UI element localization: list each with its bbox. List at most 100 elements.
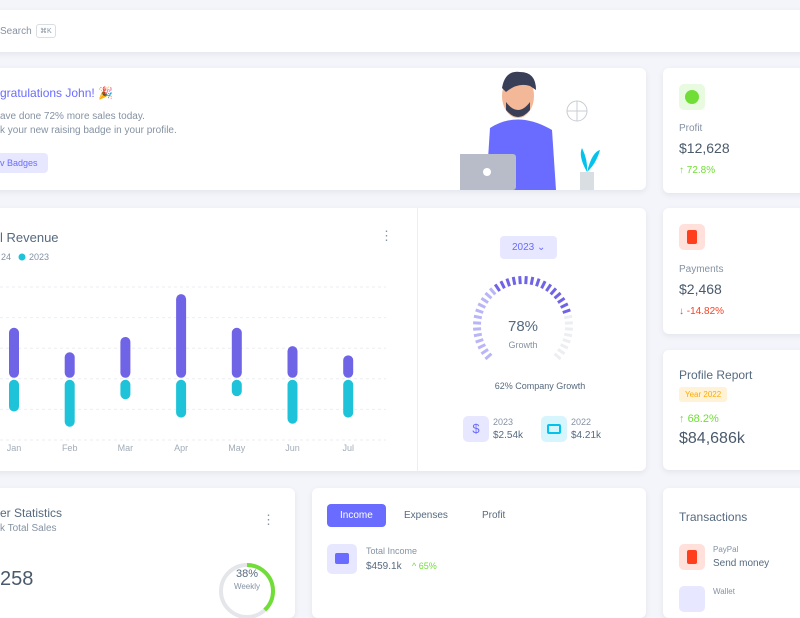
paypal-icon bbox=[679, 224, 705, 250]
transaction-note: Send money bbox=[713, 558, 770, 569]
gauge-segment bbox=[518, 276, 522, 285]
bar bbox=[176, 379, 187, 418]
view-badges-button[interactable]: v Badges bbox=[0, 153, 48, 173]
stat-amount: $4.21k bbox=[571, 430, 602, 441]
dashboard: Search ⌘K gratulations John! 🎉 ave done … bbox=[0, 10, 800, 618]
item-change: ^ 65% bbox=[412, 561, 437, 571]
year-dropdown[interactable]: 2023 ⌄ bbox=[500, 236, 558, 259]
gauge-segment bbox=[477, 343, 486, 350]
menu-button[interactable]: ⋮ bbox=[262, 512, 275, 527]
gauge-fill bbox=[473, 276, 571, 361]
item-amount: $459.1k bbox=[366, 561, 402, 572]
transactions-card: Transactions PayPal Send money Wallet bbox=[663, 488, 800, 618]
gauge-segment bbox=[535, 278, 541, 287]
statistics-card: er Statistics k Total Sales ⋮ 258 38% Wee… bbox=[0, 488, 295, 618]
wallet-icon bbox=[327, 544, 357, 574]
stat-amount: $2.54k bbox=[493, 430, 524, 441]
gauge-segment bbox=[484, 352, 493, 361]
gauge-segment bbox=[499, 280, 506, 289]
gauge-segment bbox=[560, 343, 569, 350]
stat-year: 2023 bbox=[493, 417, 514, 427]
gauge-segment bbox=[557, 348, 566, 356]
search-placeholder[interactable]: Search bbox=[0, 26, 32, 37]
bar bbox=[343, 379, 354, 418]
weekly-donut: 38% Weekly bbox=[219, 563, 275, 618]
gauge-segment bbox=[475, 308, 484, 314]
dollar-icon: $ bbox=[463, 416, 489, 442]
item-change-value: 65% bbox=[418, 561, 437, 571]
tab[interactable]: Profit bbox=[482, 510, 506, 521]
gauge-segment bbox=[557, 296, 566, 304]
wallet-icon bbox=[541, 416, 567, 442]
revenue-card: l Revenue ⋮ 24 2023 Jan Feb Mar Apr May Jun Jul … bbox=[0, 208, 646, 471]
gauge-segment bbox=[511, 276, 517, 286]
change-value: 68.2% bbox=[687, 413, 719, 425]
year-dropdown-label[interactable]: 2023 bbox=[512, 242, 535, 253]
bar bbox=[287, 346, 298, 378]
congrats-line: k your new raising badge in your profile… bbox=[0, 125, 177, 136]
card-title: er Statistics bbox=[0, 506, 63, 520]
gauge-segment bbox=[545, 283, 553, 292]
change-value: 72.8% bbox=[686, 165, 716, 176]
gauge-segment bbox=[484, 291, 493, 300]
search-bar[interactable]: Search ⌘K bbox=[0, 10, 800, 52]
change: ↓ -14.82% bbox=[679, 306, 725, 317]
x-tick-label: Jun bbox=[285, 443, 300, 453]
gauge-segment bbox=[562, 338, 571, 344]
transaction-method: PayPal bbox=[713, 545, 739, 554]
bar bbox=[343, 355, 354, 378]
bar bbox=[9, 379, 19, 412]
profit-card: Profit $12,628 ↑ 72.8% bbox=[663, 68, 800, 193]
wallet-icon bbox=[679, 586, 705, 612]
stat-year: 2022 bbox=[571, 417, 592, 427]
gauge-segment bbox=[562, 308, 571, 314]
gauge-segment bbox=[473, 332, 483, 338]
congrats-title: gratulations John! 🎉 bbox=[0, 86, 114, 100]
bar bbox=[120, 336, 131, 378]
profile-report-card: Profile Report Year 2022 ↑ 68.2% $84,686… bbox=[663, 350, 800, 470]
gauge-segment bbox=[493, 283, 501, 292]
change: ↑ 72.8% bbox=[679, 165, 716, 176]
divider bbox=[417, 208, 418, 471]
x-tick-label: Feb bbox=[62, 443, 78, 453]
shortcut: ⌘K bbox=[36, 24, 56, 38]
x-tick-label: Jan bbox=[7, 443, 22, 453]
gauge-segment bbox=[473, 321, 482, 325]
congrats-card: gratulations John! 🎉 ave done 72% more s… bbox=[0, 68, 646, 190]
bar bbox=[64, 379, 75, 427]
menu-button[interactable]: ⋮ bbox=[380, 228, 393, 243]
card-title: Profile Report bbox=[679, 368, 753, 382]
card-title: Transactions bbox=[679, 510, 748, 524]
card-label: Payments bbox=[679, 264, 724, 275]
gauge-segment bbox=[564, 321, 573, 325]
income-card: Income Expenses Profit Total Income $459… bbox=[312, 488, 646, 618]
card-title: l Revenue bbox=[0, 230, 59, 245]
gauge-segment bbox=[529, 276, 535, 286]
bar bbox=[120, 379, 131, 400]
item-label: Total Income bbox=[366, 546, 418, 556]
x-tick-label: Jul bbox=[342, 443, 354, 453]
change: ↑ 68.2% bbox=[679, 413, 719, 425]
gauge-segment bbox=[563, 332, 573, 338]
donut-caption: Weekly bbox=[234, 582, 260, 591]
change-value: -14.82% bbox=[686, 306, 725, 317]
gauge-segment bbox=[473, 314, 483, 320]
legend-label: 2023 bbox=[29, 252, 49, 262]
donut-arc bbox=[219, 563, 275, 618]
total-sales: 258 bbox=[0, 568, 34, 590]
tab-active[interactable]: Income bbox=[327, 504, 386, 527]
gauge-segment bbox=[549, 287, 558, 296]
paypal-icon bbox=[679, 544, 705, 570]
gauge-segment bbox=[505, 278, 511, 287]
tab[interactable]: Expenses bbox=[404, 510, 448, 521]
gauge-segment bbox=[475, 338, 484, 344]
x-tick-label: Apr bbox=[174, 443, 188, 453]
gauge-segment bbox=[480, 348, 489, 356]
bar bbox=[9, 327, 19, 378]
bar bbox=[287, 379, 298, 424]
card-subtitle: k Total Sales bbox=[0, 523, 57, 534]
gauge-segment bbox=[488, 287, 497, 296]
x-tick-label: Mar bbox=[118, 443, 134, 453]
bar bbox=[231, 327, 242, 378]
legend-marker bbox=[18, 253, 26, 261]
